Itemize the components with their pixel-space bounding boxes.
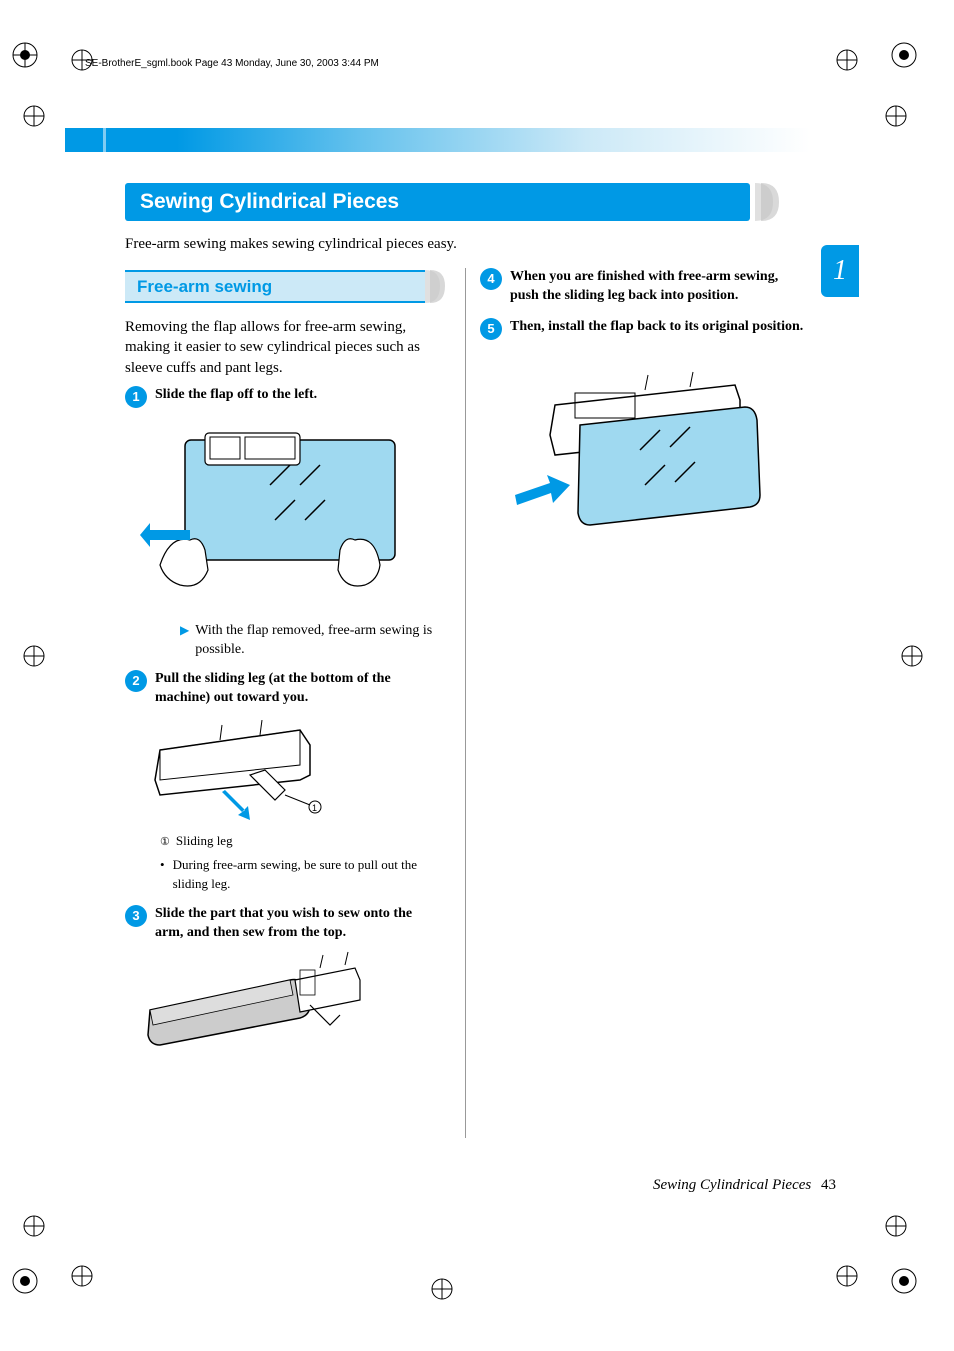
crop-mark <box>835 1264 859 1288</box>
title-decoration <box>755 183 783 221</box>
step-number: 2 <box>125 670 147 692</box>
step-text: Then, install the flap back to its origi… <box>510 318 810 337</box>
crop-mark <box>884 104 908 128</box>
step-4: 4 When you are finished with free-arm se… <box>480 268 810 306</box>
result-arrow-icon: ▶ <box>180 622 189 660</box>
step-text: Pull the sliding leg (at the bottom of t… <box>155 670 435 708</box>
chapter-tab: 1 <box>821 245 859 297</box>
print-mark <box>889 40 919 70</box>
figure-sew-on-arm <box>145 950 375 1085</box>
crop-mark <box>22 1214 46 1238</box>
section-header: Free-arm sewing <box>125 270 425 303</box>
bullet-text: During free-arm sewing, be sure to pull … <box>173 856 440 892</box>
figure-sliding-leg: 1 <box>150 720 350 835</box>
crop-mark <box>22 104 46 128</box>
step-5: 5 Then, install the flap back to its ori… <box>480 318 810 340</box>
crop-mark <box>430 1277 454 1301</box>
step-number: 4 <box>480 268 502 290</box>
crop-mark <box>835 48 859 72</box>
page-title: Sewing Cylindrical Pieces <box>125 183 750 221</box>
step-1-result: ▶ With the flap removed, free-arm sewing… <box>180 622 445 660</box>
page-number: 43 <box>821 1177 836 1193</box>
step-text: Slide the flap off to the left. <box>155 386 317 405</box>
pdf-header-line: SE-BrotherE_sgml.book Page 43 Monday, Ju… <box>85 58 379 69</box>
crop-mark <box>884 1214 908 1238</box>
intro-text: Free-arm sewing makes sewing cylindrical… <box>125 236 457 253</box>
top-banner <box>65 128 810 152</box>
figure-slide-flap <box>130 415 420 615</box>
footer-title: Sewing Cylindrical Pieces <box>653 1177 811 1193</box>
result-text-content: With the flap removed, free-arm sewing i… <box>195 622 445 660</box>
bullet-icon: • <box>160 856 165 892</box>
step-2: 2 Pull the sliding leg (at the bottom of… <box>125 670 435 708</box>
figure-reinstall-flap <box>495 365 795 565</box>
step-1: 1 Slide the flap off to the left. <box>125 386 317 408</box>
crop-mark <box>900 644 924 668</box>
column-divider <box>465 268 466 1138</box>
svg-text:1: 1 <box>312 803 317 813</box>
step-number: 1 <box>125 386 147 408</box>
callout-label: Sliding leg <box>176 833 233 848</box>
figure-callouts: ① Sliding leg • During free-arm sewing, b… <box>160 832 440 893</box>
page-footer: Sewing Cylindrical Pieces 43 <box>653 1177 836 1194</box>
step-3: 3 Slide the part that you wish to sew on… <box>125 905 435 943</box>
crop-mark <box>70 1264 94 1288</box>
section-decoration <box>425 270 450 303</box>
callout-number-icon: ① <box>160 836 170 848</box>
print-mark <box>10 1266 40 1296</box>
print-mark <box>10 40 40 70</box>
print-mark <box>889 1266 919 1296</box>
step-number: 5 <box>480 318 502 340</box>
step-text: Slide the part that you wish to sew onto… <box>155 905 435 943</box>
step-number: 3 <box>125 905 147 927</box>
crop-mark <box>22 644 46 668</box>
step-text: When you are finished with free-arm sewi… <box>510 268 810 306</box>
section-intro: Removing the flap allows for free-arm se… <box>125 317 445 378</box>
